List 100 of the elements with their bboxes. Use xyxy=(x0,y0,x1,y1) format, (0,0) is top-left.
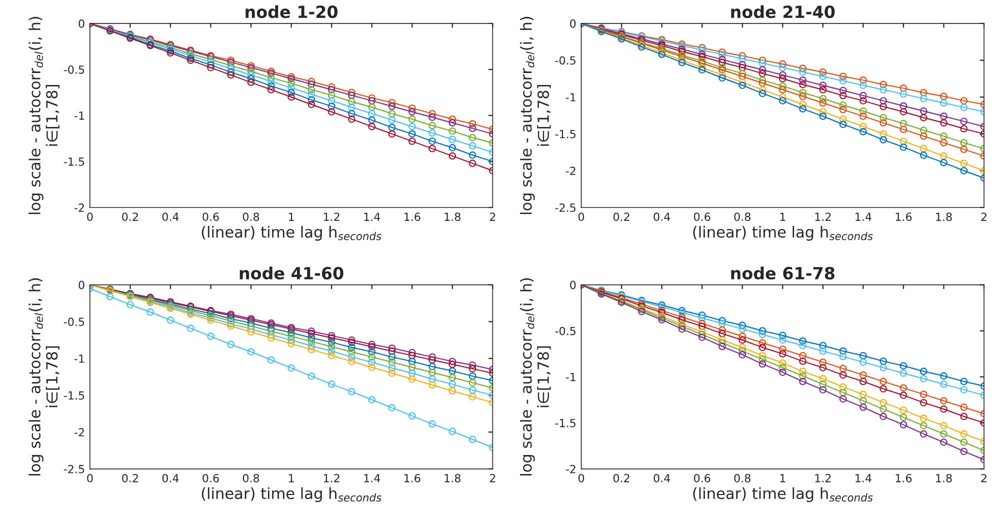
point xyxy=(920,94,928,102)
point xyxy=(348,348,356,356)
point xyxy=(900,108,908,116)
point xyxy=(368,340,376,348)
point xyxy=(880,412,888,420)
point xyxy=(718,317,726,324)
point xyxy=(778,359,786,367)
point xyxy=(388,124,396,132)
point xyxy=(718,342,726,350)
point xyxy=(718,330,726,338)
point xyxy=(940,430,948,438)
point xyxy=(408,115,416,123)
point xyxy=(698,320,706,328)
point xyxy=(247,71,255,79)
point xyxy=(799,337,806,345)
text: log scale - autocorr$_{del}$(i, h) i∈[1,78] xyxy=(520,278,551,476)
x-tick-label: 1.6 xyxy=(404,212,420,221)
x-tick-label: 0 xyxy=(87,474,93,482)
point xyxy=(408,108,416,116)
point xyxy=(348,104,356,111)
y-tick-label: -1 xyxy=(566,372,576,382)
point xyxy=(227,315,235,322)
x-tick-label: 0.2 xyxy=(122,474,138,482)
point xyxy=(778,71,786,79)
point xyxy=(718,326,726,334)
point xyxy=(960,430,968,438)
point xyxy=(819,99,827,107)
point xyxy=(819,386,827,394)
point xyxy=(348,358,356,366)
point xyxy=(718,48,726,56)
point xyxy=(348,92,356,99)
x-tick-label: 2 xyxy=(490,212,496,221)
point xyxy=(106,292,114,300)
point xyxy=(408,130,416,138)
x-tick-label: 0.6 xyxy=(202,474,219,482)
x-tick-label: 0.6 xyxy=(202,212,219,221)
point xyxy=(960,378,968,386)
point xyxy=(920,422,928,430)
point xyxy=(940,119,948,127)
y-tick-label: -1.5 xyxy=(64,391,84,400)
point xyxy=(920,132,928,140)
point xyxy=(408,348,416,356)
point xyxy=(468,436,476,444)
point xyxy=(839,86,847,94)
x-tick-label: 1.6 xyxy=(896,212,912,221)
point xyxy=(900,384,908,392)
point xyxy=(227,317,235,325)
point xyxy=(468,386,476,394)
point xyxy=(880,80,888,88)
point xyxy=(819,82,827,89)
point xyxy=(920,375,928,382)
point xyxy=(428,138,436,145)
point xyxy=(408,104,416,112)
point xyxy=(678,58,686,66)
point xyxy=(718,66,726,74)
point xyxy=(799,100,806,108)
point xyxy=(900,143,908,151)
point xyxy=(799,352,806,360)
point xyxy=(698,46,706,54)
chart-title: node 41-60 xyxy=(240,266,344,280)
point xyxy=(778,97,786,104)
point xyxy=(920,430,928,438)
point xyxy=(900,392,908,399)
point xyxy=(839,101,847,109)
y-tick-label: 0 xyxy=(78,19,84,28)
point xyxy=(799,368,806,376)
point xyxy=(428,114,436,121)
point xyxy=(698,44,706,52)
point xyxy=(920,144,928,152)
point xyxy=(308,328,316,335)
point xyxy=(388,404,396,412)
point xyxy=(678,325,686,333)
point xyxy=(900,421,908,428)
point xyxy=(860,390,867,398)
point xyxy=(758,327,766,335)
point xyxy=(368,396,376,404)
point xyxy=(819,72,827,80)
point xyxy=(267,74,275,82)
point xyxy=(880,119,888,127)
point xyxy=(468,379,476,386)
point xyxy=(698,64,706,72)
y-tick-label: -2.5 xyxy=(64,464,84,474)
point xyxy=(448,360,456,368)
point xyxy=(408,375,416,383)
point xyxy=(428,420,436,428)
point xyxy=(758,360,766,368)
point xyxy=(468,151,476,159)
point xyxy=(428,356,436,364)
point xyxy=(718,336,726,344)
point xyxy=(448,152,456,160)
point xyxy=(758,330,766,338)
x-tick-label: 1.6 xyxy=(404,474,420,482)
x-tick-label: 1 xyxy=(288,474,294,482)
point xyxy=(288,329,295,336)
point xyxy=(900,406,908,414)
point xyxy=(960,160,968,168)
chart-title: node 1-20 xyxy=(246,5,338,18)
point xyxy=(448,136,456,144)
point xyxy=(718,339,726,346)
x-tick-label: 1.4 xyxy=(856,474,872,482)
